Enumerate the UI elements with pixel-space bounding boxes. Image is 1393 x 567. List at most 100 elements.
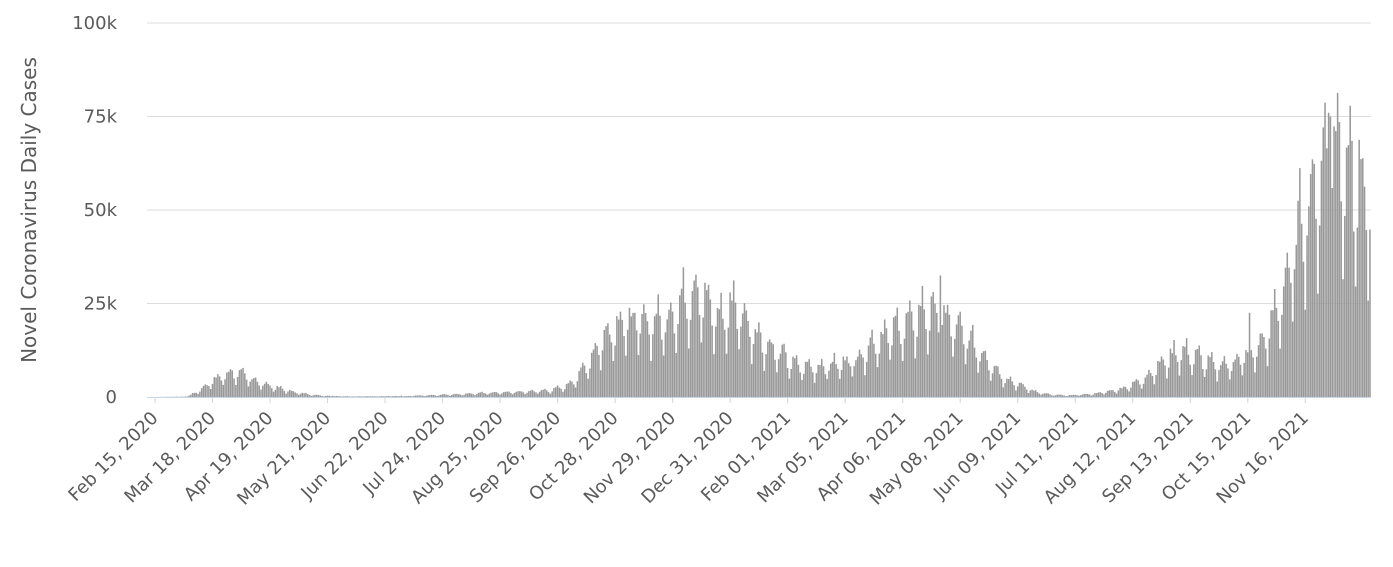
- daily-case-bar: [889, 359, 891, 397]
- daily-case-bar: [1043, 393, 1046, 397]
- daily-case-bar: [610, 342, 613, 397]
- daily-case-bar: [456, 393, 458, 397]
- daily-case-bar: [639, 333, 642, 397]
- daily-case-bar: [220, 380, 223, 397]
- daily-case-bar: [1167, 367, 1170, 397]
- daily-case-bar: [799, 372, 801, 397]
- daily-case-bar: [1036, 392, 1039, 397]
- y-tick-label: 0: [106, 387, 117, 408]
- daily-case-bar: [747, 320, 749, 397]
- daily-case-bar: [1157, 360, 1159, 397]
- daily-case-bar: [804, 361, 807, 397]
- daily-case-bar: [867, 345, 870, 397]
- daily-case-bar: [752, 344, 755, 397]
- daily-case-bar: [885, 328, 888, 397]
- daily-case-bar: [1214, 369, 1217, 397]
- daily-case-bar: [1268, 338, 1271, 397]
- daily-case-bar: [1238, 356, 1240, 397]
- daily-case-bar: [537, 393, 539, 397]
- daily-case-bar: [1342, 279, 1344, 397]
- daily-case-bar: [553, 387, 555, 397]
- daily-case-bar: [864, 375, 866, 397]
- daily-case-bar: [871, 329, 873, 397]
- daily-case-bar: [513, 392, 516, 397]
- daily-case-bar: [474, 395, 476, 397]
- daily-case-bar: [492, 392, 494, 397]
- daily-case-bar: [296, 393, 298, 397]
- daily-case-bar: [1223, 356, 1226, 397]
- daily-case-bar: [466, 393, 469, 397]
- daily-case-bar: [231, 370, 234, 397]
- daily-case-bar: [359, 396, 361, 397]
- daily-case-bar: [495, 392, 498, 397]
- daily-case-bar: [1078, 395, 1080, 397]
- daily-case-bar: [441, 394, 444, 397]
- daily-case-bar: [166, 396, 169, 398]
- daily-case-bar: [921, 285, 924, 397]
- daily-case-bar: [330, 396, 332, 397]
- daily-case-bar: [1279, 348, 1281, 397]
- daily-case-bar: [1225, 363, 1227, 397]
- daily-case-bar: [470, 393, 473, 397]
- daily-case-bar: [299, 393, 302, 397]
- daily-case-bar: [538, 391, 541, 397]
- daily-case-bar: [191, 393, 194, 397]
- daily-case-bar: [808, 359, 810, 397]
- daily-case-bar: [366, 396, 368, 397]
- daily-case-bar: [436, 395, 438, 397]
- daily-case-bar: [682, 267, 685, 397]
- daily-case-bar: [718, 309, 721, 397]
- daily-case-bar: [574, 387, 577, 397]
- daily-case-bar: [1286, 252, 1289, 397]
- daily-case-bar: [1124, 386, 1127, 397]
- daily-case-bar: [632, 312, 634, 397]
- daily-case-bar: [190, 394, 192, 397]
- daily-case-bar: [1133, 381, 1136, 397]
- daily-case-bar: [402, 396, 404, 397]
- daily-case-bar: [1049, 394, 1051, 397]
- daily-case-bar: [946, 304, 949, 397]
- daily-case-bar: [276, 386, 278, 397]
- daily-case-bar: [1101, 393, 1103, 397]
- daily-case-bar: [1090, 395, 1093, 397]
- daily-case-bar: [1241, 375, 1244, 397]
- daily-case-bar: [880, 331, 882, 397]
- daily-case-bar: [1252, 357, 1254, 397]
- daily-case-bar: [846, 356, 848, 397]
- daily-case-bar: [445, 394, 447, 397]
- daily-case-bar: [186, 396, 189, 398]
- daily-case-bar: [819, 365, 821, 397]
- daily-case-bar: [925, 328, 927, 397]
- daily-case-bar: [693, 280, 695, 397]
- daily-case-bar: [1326, 148, 1328, 397]
- daily-case-bar: [1115, 393, 1118, 397]
- daily-case-bar: [1335, 131, 1337, 398]
- daily-case-bar: [1016, 386, 1019, 397]
- daily-case-bar: [772, 344, 775, 397]
- daily-case-bar: [1056, 394, 1058, 397]
- daily-case-bar: [511, 394, 514, 397]
- daily-case-bar: [973, 347, 976, 397]
- daily-case-bar: [294, 392, 296, 397]
- daily-case-bar: [932, 292, 934, 397]
- daily-case-bar: [1117, 390, 1120, 397]
- daily-case-bar: [1193, 364, 1195, 397]
- daily-case-bar: [504, 391, 507, 397]
- daily-case-bar: [894, 315, 897, 397]
- daily-case-bar: [1067, 395, 1069, 397]
- daily-case-bar: [1096, 393, 1098, 397]
- daily-case-bar: [377, 396, 379, 397]
- daily-case-bar: [876, 367, 879, 397]
- daily-case-bar: [1113, 391, 1116, 397]
- daily-case-bar: [1291, 321, 1294, 397]
- daily-case-bar: [1024, 386, 1026, 397]
- daily-case-bar: [184, 396, 187, 398]
- daily-case-bar: [664, 332, 667, 397]
- daily-case-bar: [1148, 369, 1150, 397]
- daily-case-bar: [684, 302, 686, 397]
- daily-case-bar: [661, 339, 663, 397]
- daily-case-bar: [776, 372, 778, 397]
- daily-case-bar: [1094, 393, 1096, 397]
- daily-case-bar: [1054, 395, 1057, 397]
- daily-case-bar: [725, 353, 728, 397]
